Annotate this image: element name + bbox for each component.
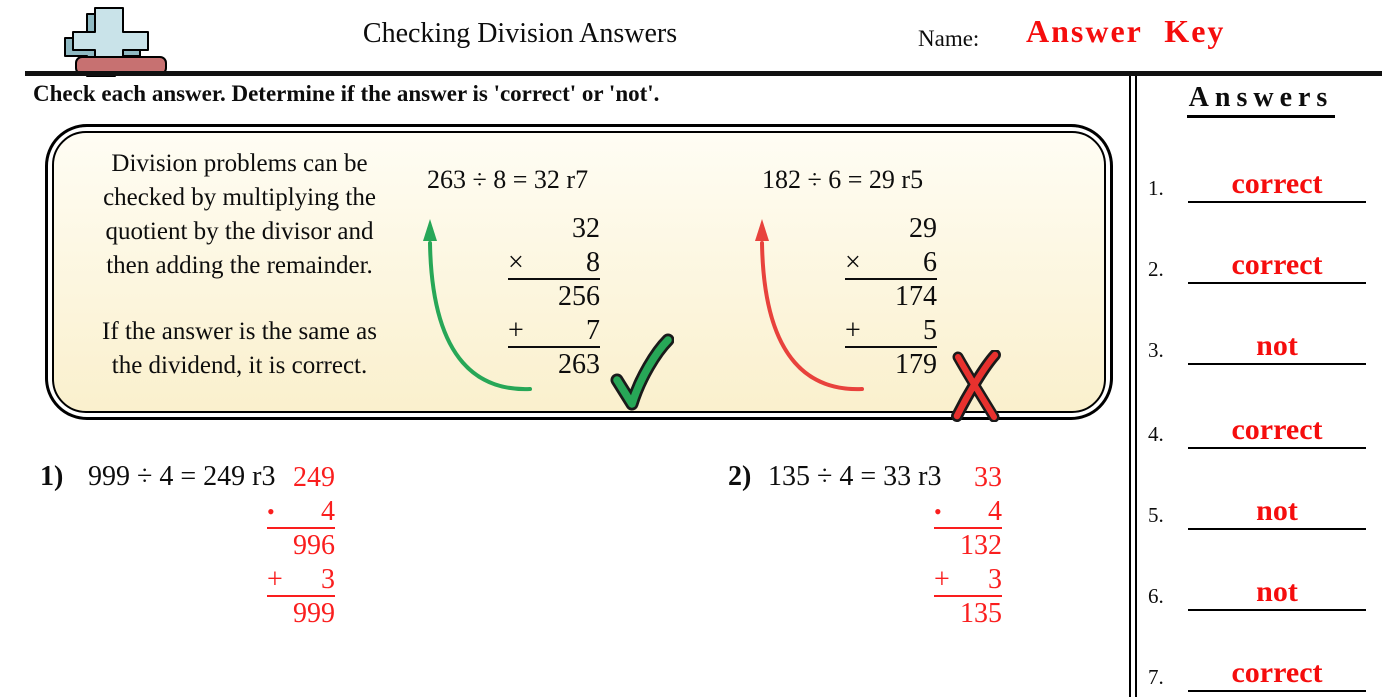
work-row: 33: [974, 462, 1002, 493]
answer-key-text: Answer Key: [1026, 13, 1226, 49]
work-row: 996: [293, 530, 335, 561]
example1-work: 32 × 8 256 +7 263: [508, 212, 600, 382]
work-row: • 4: [267, 496, 335, 529]
work-row: 179: [895, 349, 937, 380]
example1-equation: 263 ÷ 8 = 32 r7: [427, 165, 589, 194]
answer-blank: correct: [1188, 161, 1366, 203]
explanation-line: then adding the remainder.: [106, 252, 373, 279]
work-row: × 6: [845, 247, 937, 280]
work-row: +3: [934, 564, 1002, 597]
check-icon: [610, 333, 674, 411]
example2-equation: 182 ÷ 6 = 29 r5: [762, 165, 924, 194]
explanation-line: quotient by the divisor and: [105, 218, 374, 245]
answer-number: 7.: [1148, 665, 1164, 689]
explanation-text: Division problems can be checked by mult…: [67, 147, 412, 383]
answer-number: 3.: [1148, 338, 1164, 362]
header-rule: [25, 71, 1382, 76]
work-row: 256: [558, 281, 600, 312]
work-row: +7: [508, 315, 600, 348]
name-label: Name:: [918, 26, 980, 51]
work-row: 132: [960, 530, 1002, 561]
answer-blank: correct: [1188, 242, 1366, 284]
answer-number: 6.: [1148, 584, 1164, 608]
info-box: Division problems can be checked by mult…: [45, 124, 1113, 422]
answer-blank: not: [1188, 323, 1366, 365]
problem2-number: 2): [728, 461, 752, 492]
work-row: 29: [909, 213, 937, 244]
page-title: Checking Division Answers: [362, 18, 678, 49]
info-box-inner: Division problems can be checked by mult…: [52, 131, 1106, 422]
answer-blank: correct: [1188, 650, 1366, 692]
explanation-line: Division problems can be: [111, 150, 368, 177]
problem1-work: 249 • 4 996 +3 999: [267, 461, 335, 631]
answers-heading: Answers: [1140, 82, 1382, 118]
work-row: • 4: [934, 496, 1002, 529]
explanation-line: checked by multiplying the: [103, 184, 376, 211]
answer-blank: not: [1188, 488, 1366, 530]
problem2-equation: 135 ÷ 4 = 33 r3: [768, 461, 942, 492]
work-row: 249: [293, 462, 335, 493]
answer-number: 1.: [1148, 176, 1164, 200]
example2-work: 29 × 6 174 +5 179: [845, 212, 937, 382]
work-row: 32: [572, 213, 600, 244]
work-row: 174: [895, 281, 937, 312]
problem2-work: 33 • 4 132 +3 135: [934, 461, 1002, 631]
red-curved-arrow-icon: [755, 219, 864, 392]
x-icon: [951, 350, 1001, 422]
answer-blank: correct: [1188, 407, 1366, 449]
work-row: 999: [293, 598, 335, 629]
sidebar-divider: [1129, 76, 1137, 697]
work-row: × 8: [508, 247, 600, 280]
instruction-text: Check each answer. Determine if the answ…: [33, 81, 660, 106]
explanation-line: If the answer is the same as: [102, 318, 377, 345]
answer-number: 5.: [1148, 503, 1164, 527]
work-row: +3: [267, 564, 335, 597]
plus-eraser-icon: [64, 7, 167, 77]
answer-number: 2.: [1148, 257, 1164, 281]
work-row: +5: [845, 315, 937, 348]
work-row: 135: [960, 598, 1002, 629]
answer-blank: not: [1188, 569, 1366, 611]
explanation-line: the dividend, it is correct.: [111, 352, 368, 379]
answer-number: 4.: [1148, 422, 1164, 446]
problem1-number: 1): [40, 461, 64, 492]
green-curved-arrow-icon: [423, 219, 532, 392]
work-row: 263: [558, 349, 600, 380]
problem1-equation: 999 ÷ 4 = 249 r3: [88, 461, 276, 492]
